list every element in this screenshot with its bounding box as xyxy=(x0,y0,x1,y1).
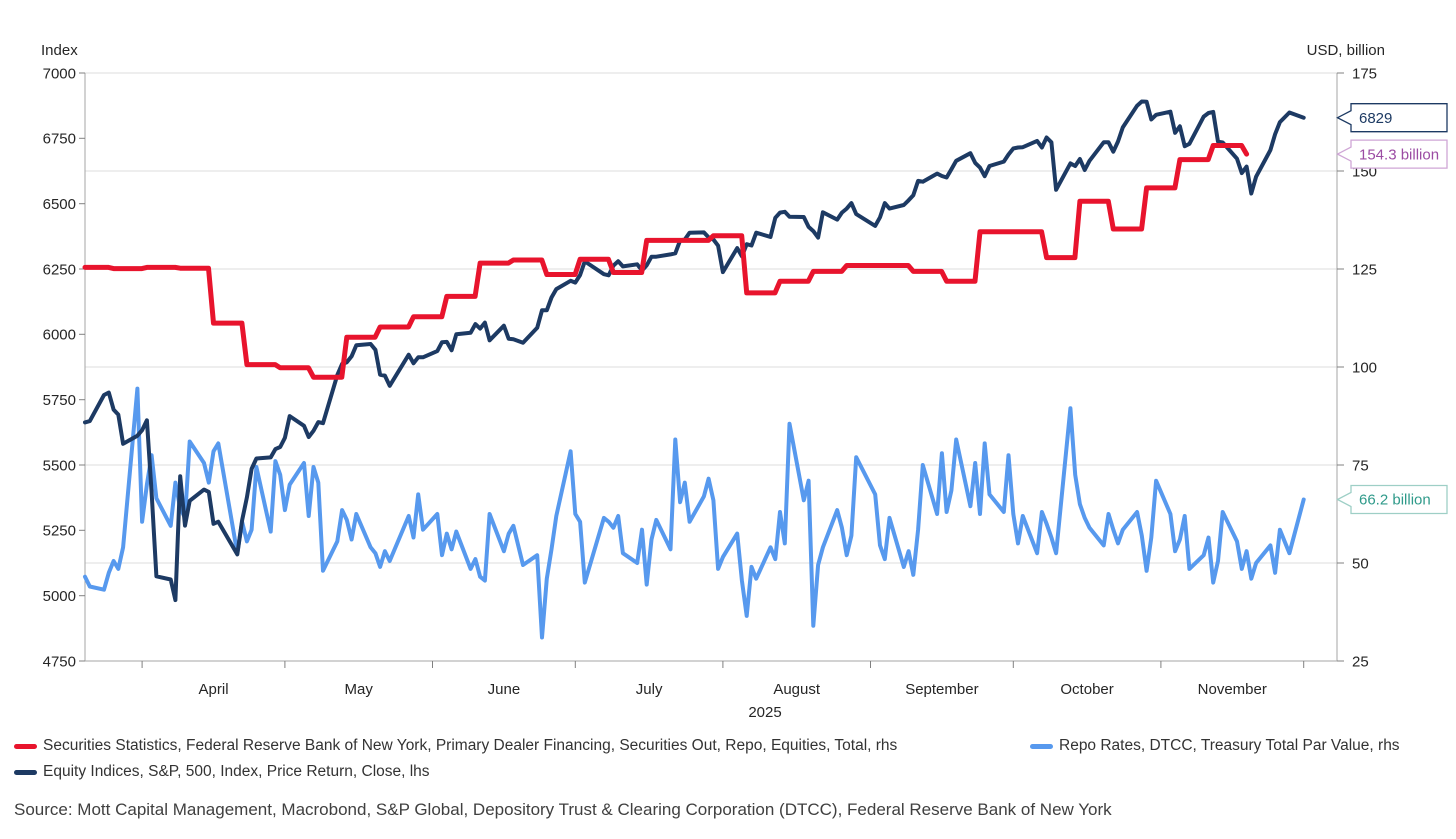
right-axis-label-100: 100 xyxy=(1352,359,1377,376)
line-chart-canvas: Index USD, billion 7000 6750 6500 6250 6000 575… xyxy=(41,42,1448,721)
year-label: 2025 xyxy=(748,704,781,721)
right-axis-label-175: 175 xyxy=(1352,65,1377,82)
legend-item-sp500: Equity Indices, S&P, 500, Index, Price R… xyxy=(14,762,430,782)
callout-box-2 xyxy=(1336,484,1448,515)
legend-swatch-red xyxy=(14,743,37,749)
left-axis-label-6750: 6750 xyxy=(43,131,76,148)
month-label-june: June xyxy=(488,681,521,698)
legend-label-repo-equities: Securities Statistics, Federal Reserve B… xyxy=(43,737,898,754)
month-label-september: September xyxy=(905,681,978,698)
series-line-1 xyxy=(83,386,1306,640)
callout-label-1: 154.3 billion xyxy=(1359,146,1439,163)
month-label-october: October xyxy=(1060,681,1113,698)
callout-label-2: 66.2 billion xyxy=(1359,492,1431,509)
left-axis-label-5000: 5000 xyxy=(43,588,76,605)
left-axis-label-6250: 6250 xyxy=(43,261,76,278)
callout-box-0 xyxy=(1336,103,1448,133)
series-line-2 xyxy=(83,99,1306,603)
legend-item-repo-rates: Repo Rates, DTCC, Treasury Total Par Val… xyxy=(1030,736,1400,756)
callout-box-1 xyxy=(1336,139,1448,169)
legend-swatch-navy xyxy=(14,769,37,775)
month-label-july: July xyxy=(636,681,663,698)
left-axis-label-5750: 5750 xyxy=(43,392,76,409)
left-axis-label-5250: 5250 xyxy=(43,523,76,540)
legend-label-sp500: Equity Indices, S&P, 500, Index, Price R… xyxy=(43,763,430,780)
right-axis-label-125: 125 xyxy=(1352,261,1377,278)
series-line-0 xyxy=(82,143,1250,380)
month-label-may: May xyxy=(345,681,374,698)
month-label-november: November xyxy=(1198,681,1267,698)
right-axis-label-75: 75 xyxy=(1352,457,1369,474)
legend-swatch-blue xyxy=(1030,743,1053,749)
legend-label-repo-rates: Repo Rates, DTCC, Treasury Total Par Val… xyxy=(1059,737,1400,754)
month-label-august: August xyxy=(773,681,821,698)
month-label-april: April xyxy=(199,681,229,698)
left-axis-label-4750: 4750 xyxy=(43,653,76,670)
left-axis-label-5500: 5500 xyxy=(43,457,76,474)
callout-label-0: 6829 xyxy=(1359,110,1392,127)
legend-item-repo-equities: Securities Statistics, Federal Reserve B… xyxy=(14,736,897,756)
left-axis-label-6000: 6000 xyxy=(43,327,76,344)
left-axis-title: Index xyxy=(41,42,78,59)
right-axis-label-50: 50 xyxy=(1352,555,1369,572)
left-axis-label-7000: 7000 xyxy=(43,65,76,82)
left-axis-label-6500: 6500 xyxy=(43,196,76,213)
right-axis-label-25: 25 xyxy=(1352,653,1369,670)
source-attribution: Source: Mott Capital Management, Macrobo… xyxy=(14,800,1112,819)
right-axis-title: USD, billion xyxy=(1307,42,1385,59)
